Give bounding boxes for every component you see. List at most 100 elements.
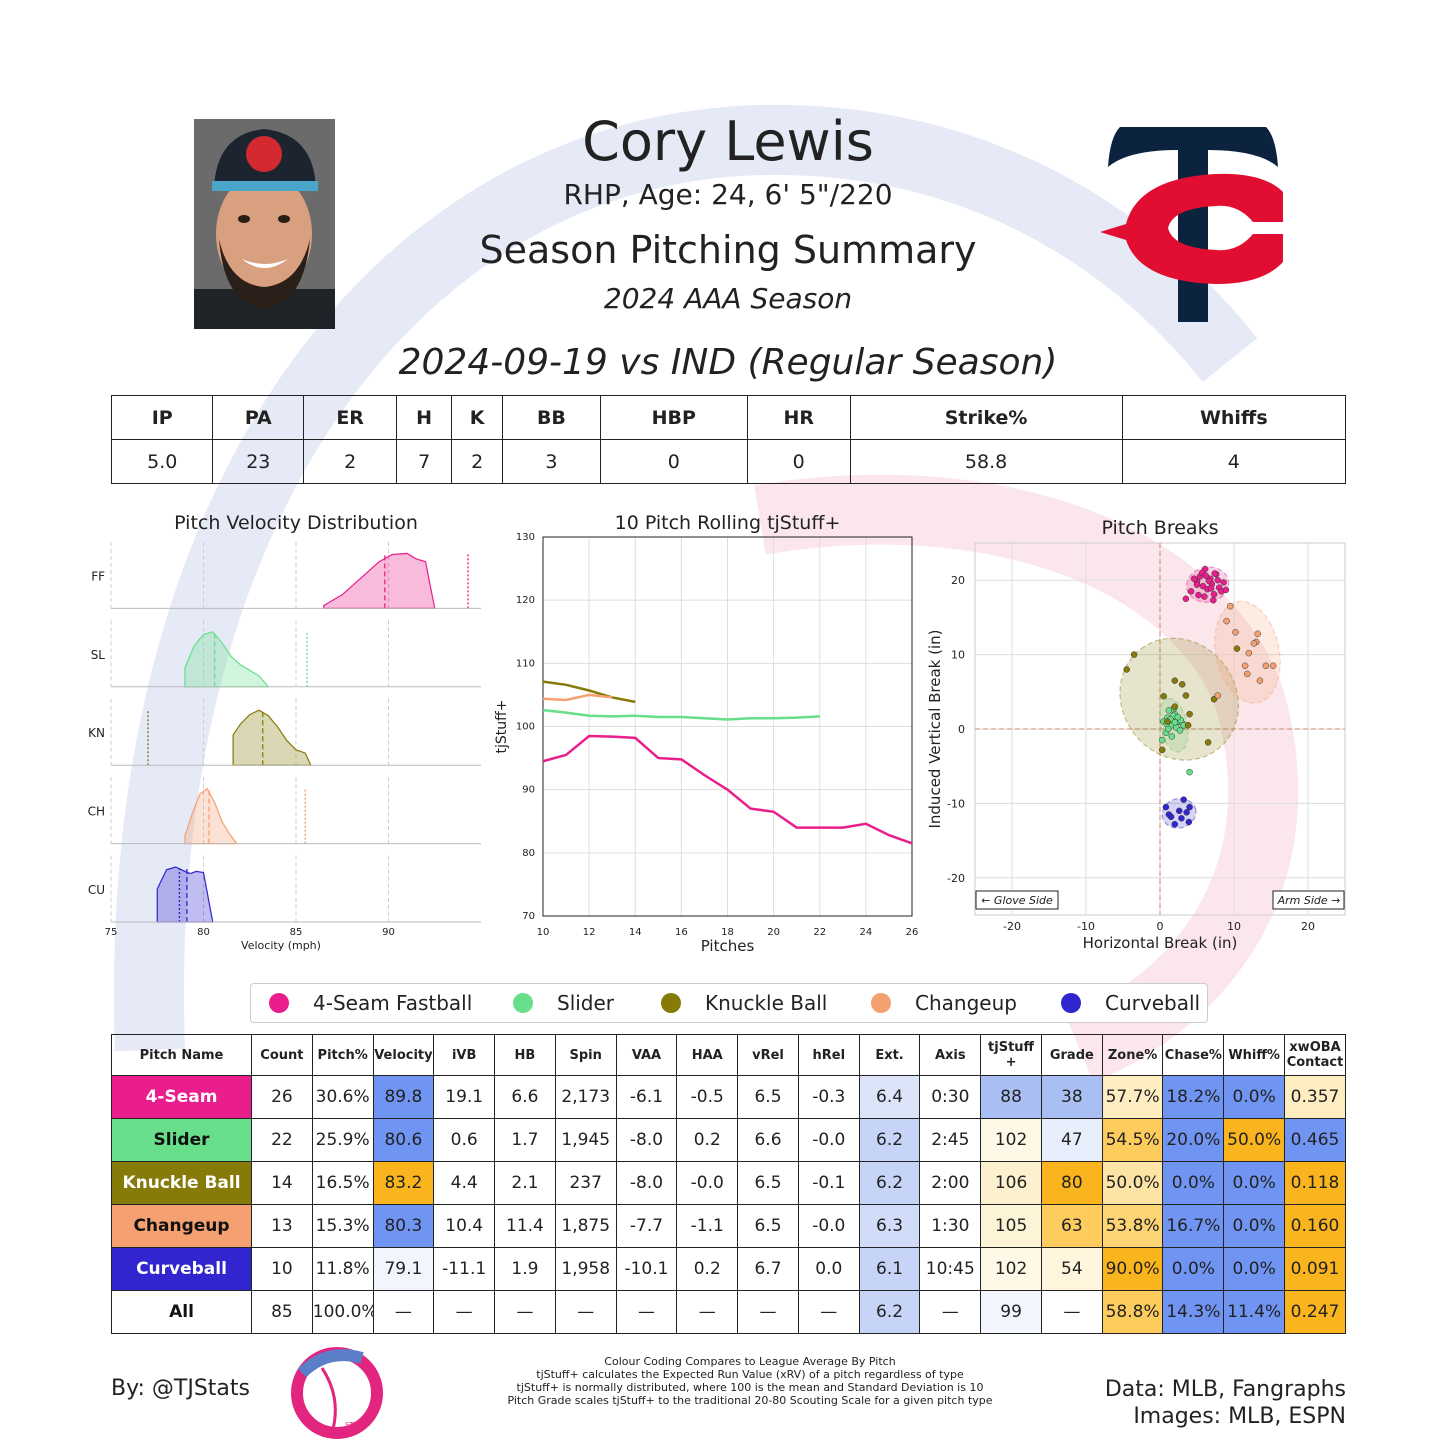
stat-value: 7 bbox=[396, 439, 453, 484]
legend-marker-cu bbox=[1061, 993, 1081, 1013]
table-cell: 0.247 bbox=[1284, 1290, 1346, 1334]
breaks-y-tick: 20 bbox=[951, 574, 965, 587]
legend-label-cu: Curveball bbox=[1105, 991, 1201, 1015]
table-cell: 102 bbox=[980, 1247, 1042, 1291]
velocity-x-axis-label: Velocity (mph) bbox=[241, 939, 321, 952]
breaks-y-axis-label: Induced Vertical Break (in) bbox=[926, 629, 944, 828]
footer-note: Pitch Grade scales tjStuff+ to the tradi… bbox=[507, 1394, 993, 1407]
breaks-point-ff bbox=[1207, 585, 1215, 592]
rolling-x-tick: 20 bbox=[767, 927, 780, 938]
stat-header: Whiffs bbox=[1121, 395, 1347, 440]
pitch-metrics-table: Pitch Name Count Pitch% Velocity iVB HB Spin VA… bbox=[111, 1034, 1346, 1334]
velocity-tick-label: 90 bbox=[382, 927, 395, 938]
breaks-y-tick: -20 bbox=[947, 872, 965, 885]
breaks-point-kn bbox=[1186, 710, 1193, 718]
stat-header: BB bbox=[502, 395, 601, 440]
table-header: Pitch% bbox=[311, 1034, 374, 1076]
table-cell: 0.2 bbox=[676, 1118, 739, 1162]
breaks-chart-title: Pitch Breaks bbox=[1101, 517, 1219, 539]
table-cell: 2.1 bbox=[494, 1161, 556, 1205]
table-cell: -6.1 bbox=[615, 1075, 678, 1119]
table-cell: 0.0% bbox=[1162, 1161, 1225, 1205]
table-cell: 6.4 bbox=[858, 1075, 921, 1119]
table-cell: — bbox=[919, 1290, 982, 1334]
stat-header: ER bbox=[303, 395, 398, 440]
table-cell: 25.9% bbox=[311, 1118, 374, 1162]
table-cell: 6.2 bbox=[858, 1290, 921, 1334]
pitch-breaks-chart: -20 -10 0 10 20 -20 -10 0 10 20 Horizontal Break (… bbox=[926, 542, 1346, 952]
table-cell: 79.1 bbox=[372, 1247, 435, 1291]
table-cell: 1,945 bbox=[554, 1118, 617, 1162]
breaks-point-ch bbox=[1262, 662, 1270, 670]
rolling-line-sl bbox=[542, 708, 820, 721]
breaks-point-sl bbox=[1168, 733, 1176, 740]
breaks-point-cu bbox=[1178, 815, 1185, 822]
velocity-density-kn bbox=[232, 709, 312, 766]
table-header: HAA bbox=[676, 1034, 739, 1076]
table-cell: 80 bbox=[1040, 1161, 1103, 1205]
table-cell: -0.1 bbox=[797, 1161, 860, 1205]
table-cell: -8.0 bbox=[615, 1161, 678, 1205]
table-cell: 30.6% bbox=[311, 1075, 374, 1119]
table-header: vRel bbox=[737, 1034, 799, 1076]
breaks-point-cu bbox=[1180, 796, 1187, 803]
rolling-chart-title: 10 Pitch Rolling tjStuff+ bbox=[614, 512, 841, 534]
stat-value: 0 bbox=[599, 439, 748, 484]
breaks-point-ff bbox=[1222, 586, 1230, 594]
table-cell: 0.0% bbox=[1223, 1161, 1286, 1205]
table-cell: 6.2 bbox=[858, 1161, 921, 1205]
breaks-point-ch bbox=[1227, 602, 1234, 610]
table-cell: 83.2 bbox=[372, 1161, 435, 1205]
table-cell: 38 bbox=[1040, 1075, 1103, 1119]
footer-note: tjStuff+ is normally distributed, where … bbox=[516, 1381, 984, 1394]
breaks-point-kn bbox=[1160, 693, 1167, 700]
table-cell: 88 bbox=[980, 1075, 1042, 1119]
rolling-x-tick: 22 bbox=[813, 927, 826, 938]
stat-header: K bbox=[451, 395, 504, 440]
table-cell: 15.3% bbox=[311, 1204, 374, 1248]
velocity-distribution-chart: FF SL KN CH CU 75 80 85 90 Velocity (mph) bbox=[88, 542, 481, 952]
table-header: Ext. bbox=[858, 1034, 921, 1076]
legend-item-kn: Knuckle Ball bbox=[661, 984, 827, 1022]
legend-label-ff: 4-Seam Fastball bbox=[313, 991, 473, 1015]
table-cell: 10.4 bbox=[433, 1204, 496, 1248]
table-cell: 1,958 bbox=[554, 1247, 617, 1291]
stat-value: 4 bbox=[1121, 439, 1347, 484]
table-header: HB bbox=[494, 1034, 556, 1076]
table-cell: 6.6 bbox=[494, 1075, 556, 1119]
rolling-y-tick: 110 bbox=[516, 658, 535, 669]
breaks-point-ch bbox=[1245, 649, 1253, 657]
table-header: VAA bbox=[615, 1034, 678, 1076]
breaks-point-ff bbox=[1193, 581, 1201, 588]
footer-notes: Colour Coding Compares to League Average… bbox=[440, 1355, 1060, 1407]
breaks-point-ch bbox=[1232, 629, 1239, 636]
table-cell: 58.8% bbox=[1101, 1290, 1164, 1334]
legend-marker-sl bbox=[513, 993, 533, 1013]
table-cell: 1:30 bbox=[919, 1204, 982, 1248]
rolling-y-tick: 100 bbox=[516, 722, 535, 733]
rolling-y-tick: 70 bbox=[522, 911, 535, 922]
table-cell: 0.0% bbox=[1162, 1247, 1225, 1291]
table-cell: 1,875 bbox=[554, 1204, 617, 1248]
table-cell: 6.5 bbox=[737, 1161, 799, 1205]
legend-marker-kn bbox=[661, 993, 681, 1013]
breaks-point-ch bbox=[1269, 662, 1277, 670]
footer-note: tjStuff+ calculates the Expected Run Val… bbox=[536, 1368, 964, 1381]
breaks-point-kn bbox=[1171, 677, 1179, 684]
table-row: Knuckle Ball 14 16.5% 83.2 4.4 2.1 237 -8.0 -0.0… bbox=[111, 1161, 1346, 1205]
legend-item-sl: Slider bbox=[513, 984, 614, 1022]
table-cell: 18.2% bbox=[1162, 1075, 1225, 1119]
legend-item-ch: Changeup bbox=[871, 984, 1017, 1022]
table-cell: 6.2 bbox=[858, 1118, 921, 1162]
table-cell: 53.8% bbox=[1101, 1204, 1164, 1248]
rolling-y-tick: 120 bbox=[516, 595, 535, 606]
table-row: Slider 22 25.9% 80.6 0.6 1.7 1,945 -8.0 0.2 6.6 -0… bbox=[111, 1118, 1346, 1162]
table-cell: — bbox=[615, 1290, 678, 1334]
velocity-tick-label: 75 bbox=[105, 927, 118, 938]
rolling-x-tick: 14 bbox=[629, 927, 642, 938]
table-cell: 6.5 bbox=[737, 1204, 799, 1248]
table-header: Chase% bbox=[1162, 1034, 1225, 1076]
table-cell: 54.5% bbox=[1101, 1118, 1164, 1162]
stat-value: 0 bbox=[746, 439, 851, 484]
pitch-legend: 4-Seam Fastball Slider Knuckle Ball Chan… bbox=[250, 983, 1208, 1023]
